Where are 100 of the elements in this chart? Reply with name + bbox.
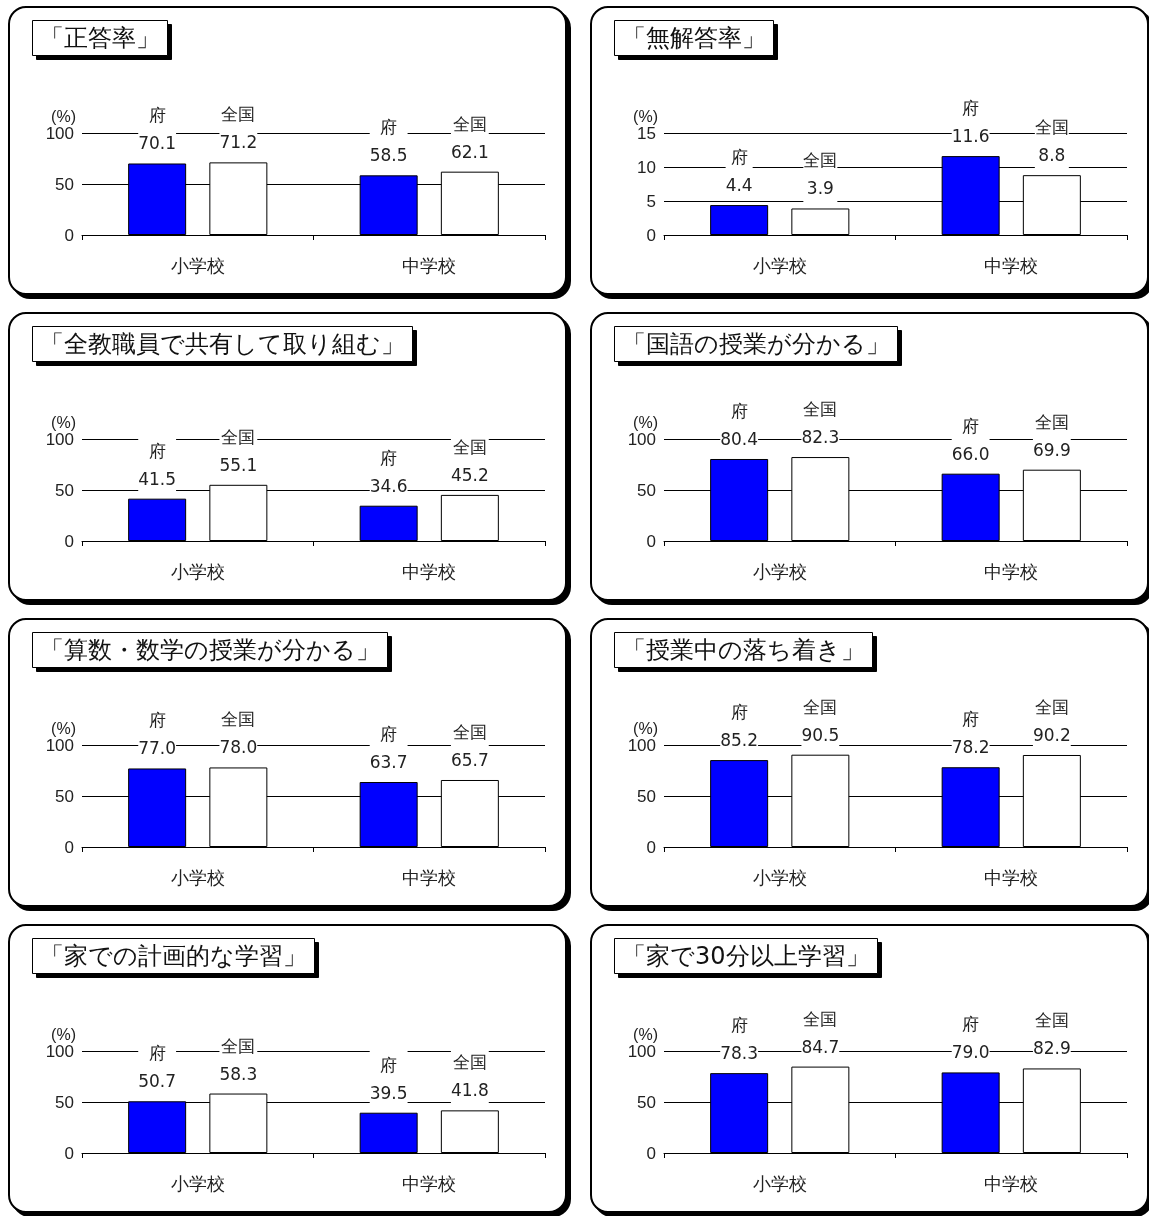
x-tick-label: 小学校 [170,1174,225,1194]
x-tick-label: 中学校 [984,256,1039,276]
data-label: 41.8 [450,1080,489,1101]
y-tick-label: 50 [55,174,74,194]
text: 全国 [803,1008,838,1029]
data-label: 90.2 [1032,725,1071,745]
text: 全国 [803,150,838,171]
text: 府 [962,98,980,119]
x-tick-label: 中学校 [984,562,1039,582]
data-label: 65.7 [450,749,489,770]
y-tick-label: 5 [646,191,656,211]
x-tick-label: 小学校 [752,562,807,582]
y-tick-label: 50 [55,1092,74,1112]
y-axis-title: (%) [633,108,658,126]
text: 全国 [221,1035,256,1056]
data-label: 80.4 [720,428,759,449]
data-label: 90.5 [801,724,840,745]
text: 全国 [221,709,256,730]
y-axis-title: (%) [51,1026,76,1044]
text: 全国 [452,113,487,134]
text: 全国 [452,436,487,457]
data-label: 4.4 [725,175,753,196]
y-tick-label: 0 [646,1143,656,1163]
text: 府 [962,415,980,436]
text: 府 [148,1043,166,1064]
data-label: 78.3 [720,1043,759,1064]
data-label: 55.1 [219,454,258,475]
chart-title: 「正答率」 [40,24,160,52]
x-tick-label: 中学校 [402,1174,457,1194]
data-label: 41.5 [138,468,177,489]
data-label: 78.0 [219,737,258,758]
y-axis-title: (%) [51,414,76,432]
chart-title: 「家での計画的な学習」 [40,942,307,970]
data-label: 45.2 [450,464,489,485]
data-label: 39.5 [369,1082,408,1103]
y-tick-label: 0 [64,531,74,551]
y-axis-title: (%) [633,1026,658,1044]
x-tick-label: 小学校 [170,256,225,276]
y-tick-label: 50 [55,480,74,500]
text: 府 [148,105,166,126]
bar [359,1112,418,1153]
y-axis-title: (%) [51,720,76,738]
text: 府 [148,440,166,461]
y-tick-label: 0 [646,531,656,551]
y-tick-label: 50 [637,1092,656,1112]
text: 全国 [1034,697,1069,717]
text: 全国 [221,104,256,125]
text: 府 [730,400,748,421]
data-label: 63.7 [369,752,408,773]
data-label: 77.0 [138,738,177,759]
text: 全国 [1034,411,1069,432]
text: 府 [380,117,398,138]
text: 府 [380,447,398,468]
text: 府 [380,1054,398,1075]
data-label: 82.3 [801,427,840,448]
text: 全国 [452,1052,487,1073]
data-label: 3.9 [806,178,834,199]
x-tick-label: 中学校 [402,562,457,582]
bar [128,498,187,541]
data-label: 62.1 [450,141,489,162]
text: 府 [962,709,980,730]
x-tick-label: 中学校 [984,868,1039,888]
chart-title: 「授業中の落ち着き」 [622,636,865,664]
x-tick-label: 小学校 [752,256,807,276]
y-tick-label: 0 [64,837,74,857]
data-label: 58.5 [369,145,408,166]
data-label: 85.2 [720,730,759,751]
text: 全国 [1034,117,1069,138]
text: 府 [380,724,398,745]
data-label: 50.7 [138,1071,177,1092]
y-tick-label: 50 [637,786,656,806]
bar [791,208,850,235]
y-axis-title: (%) [51,108,76,126]
y-tick-label: 50 [55,786,74,806]
text: 府 [962,1014,980,1035]
text: 府 [730,702,748,723]
data-label: 82.9 [1032,1038,1071,1059]
x-tick-label: 小学校 [170,562,225,582]
y-tick-label: 0 [646,225,656,245]
text: 府 [148,710,166,731]
data-label: 84.7 [801,1036,840,1057]
data-label: 11.6 [951,126,990,147]
y-tick-label: 0 [646,837,656,857]
bar [440,494,499,541]
chart-title: 「家で30分以上学習」 [622,942,870,970]
chart-title: 「全教職員で共有して取り組む」 [40,330,405,358]
text: 全国 [221,426,256,447]
data-label: 66.0 [951,443,990,464]
bar [359,505,418,541]
y-tick-label: 10 [637,157,656,177]
y-axis-title: (%) [633,720,658,738]
data-label: 71.2 [219,132,258,153]
text: 全国 [452,721,487,742]
y-axis-title: (%) [633,414,658,432]
bar [710,205,769,235]
chart-title: 「無解答率」 [622,24,766,52]
data-label: 79.0 [951,1042,990,1063]
text: 全国 [803,399,838,420]
x-tick-label: 小学校 [170,868,225,888]
y-tick-label: 0 [64,225,74,245]
